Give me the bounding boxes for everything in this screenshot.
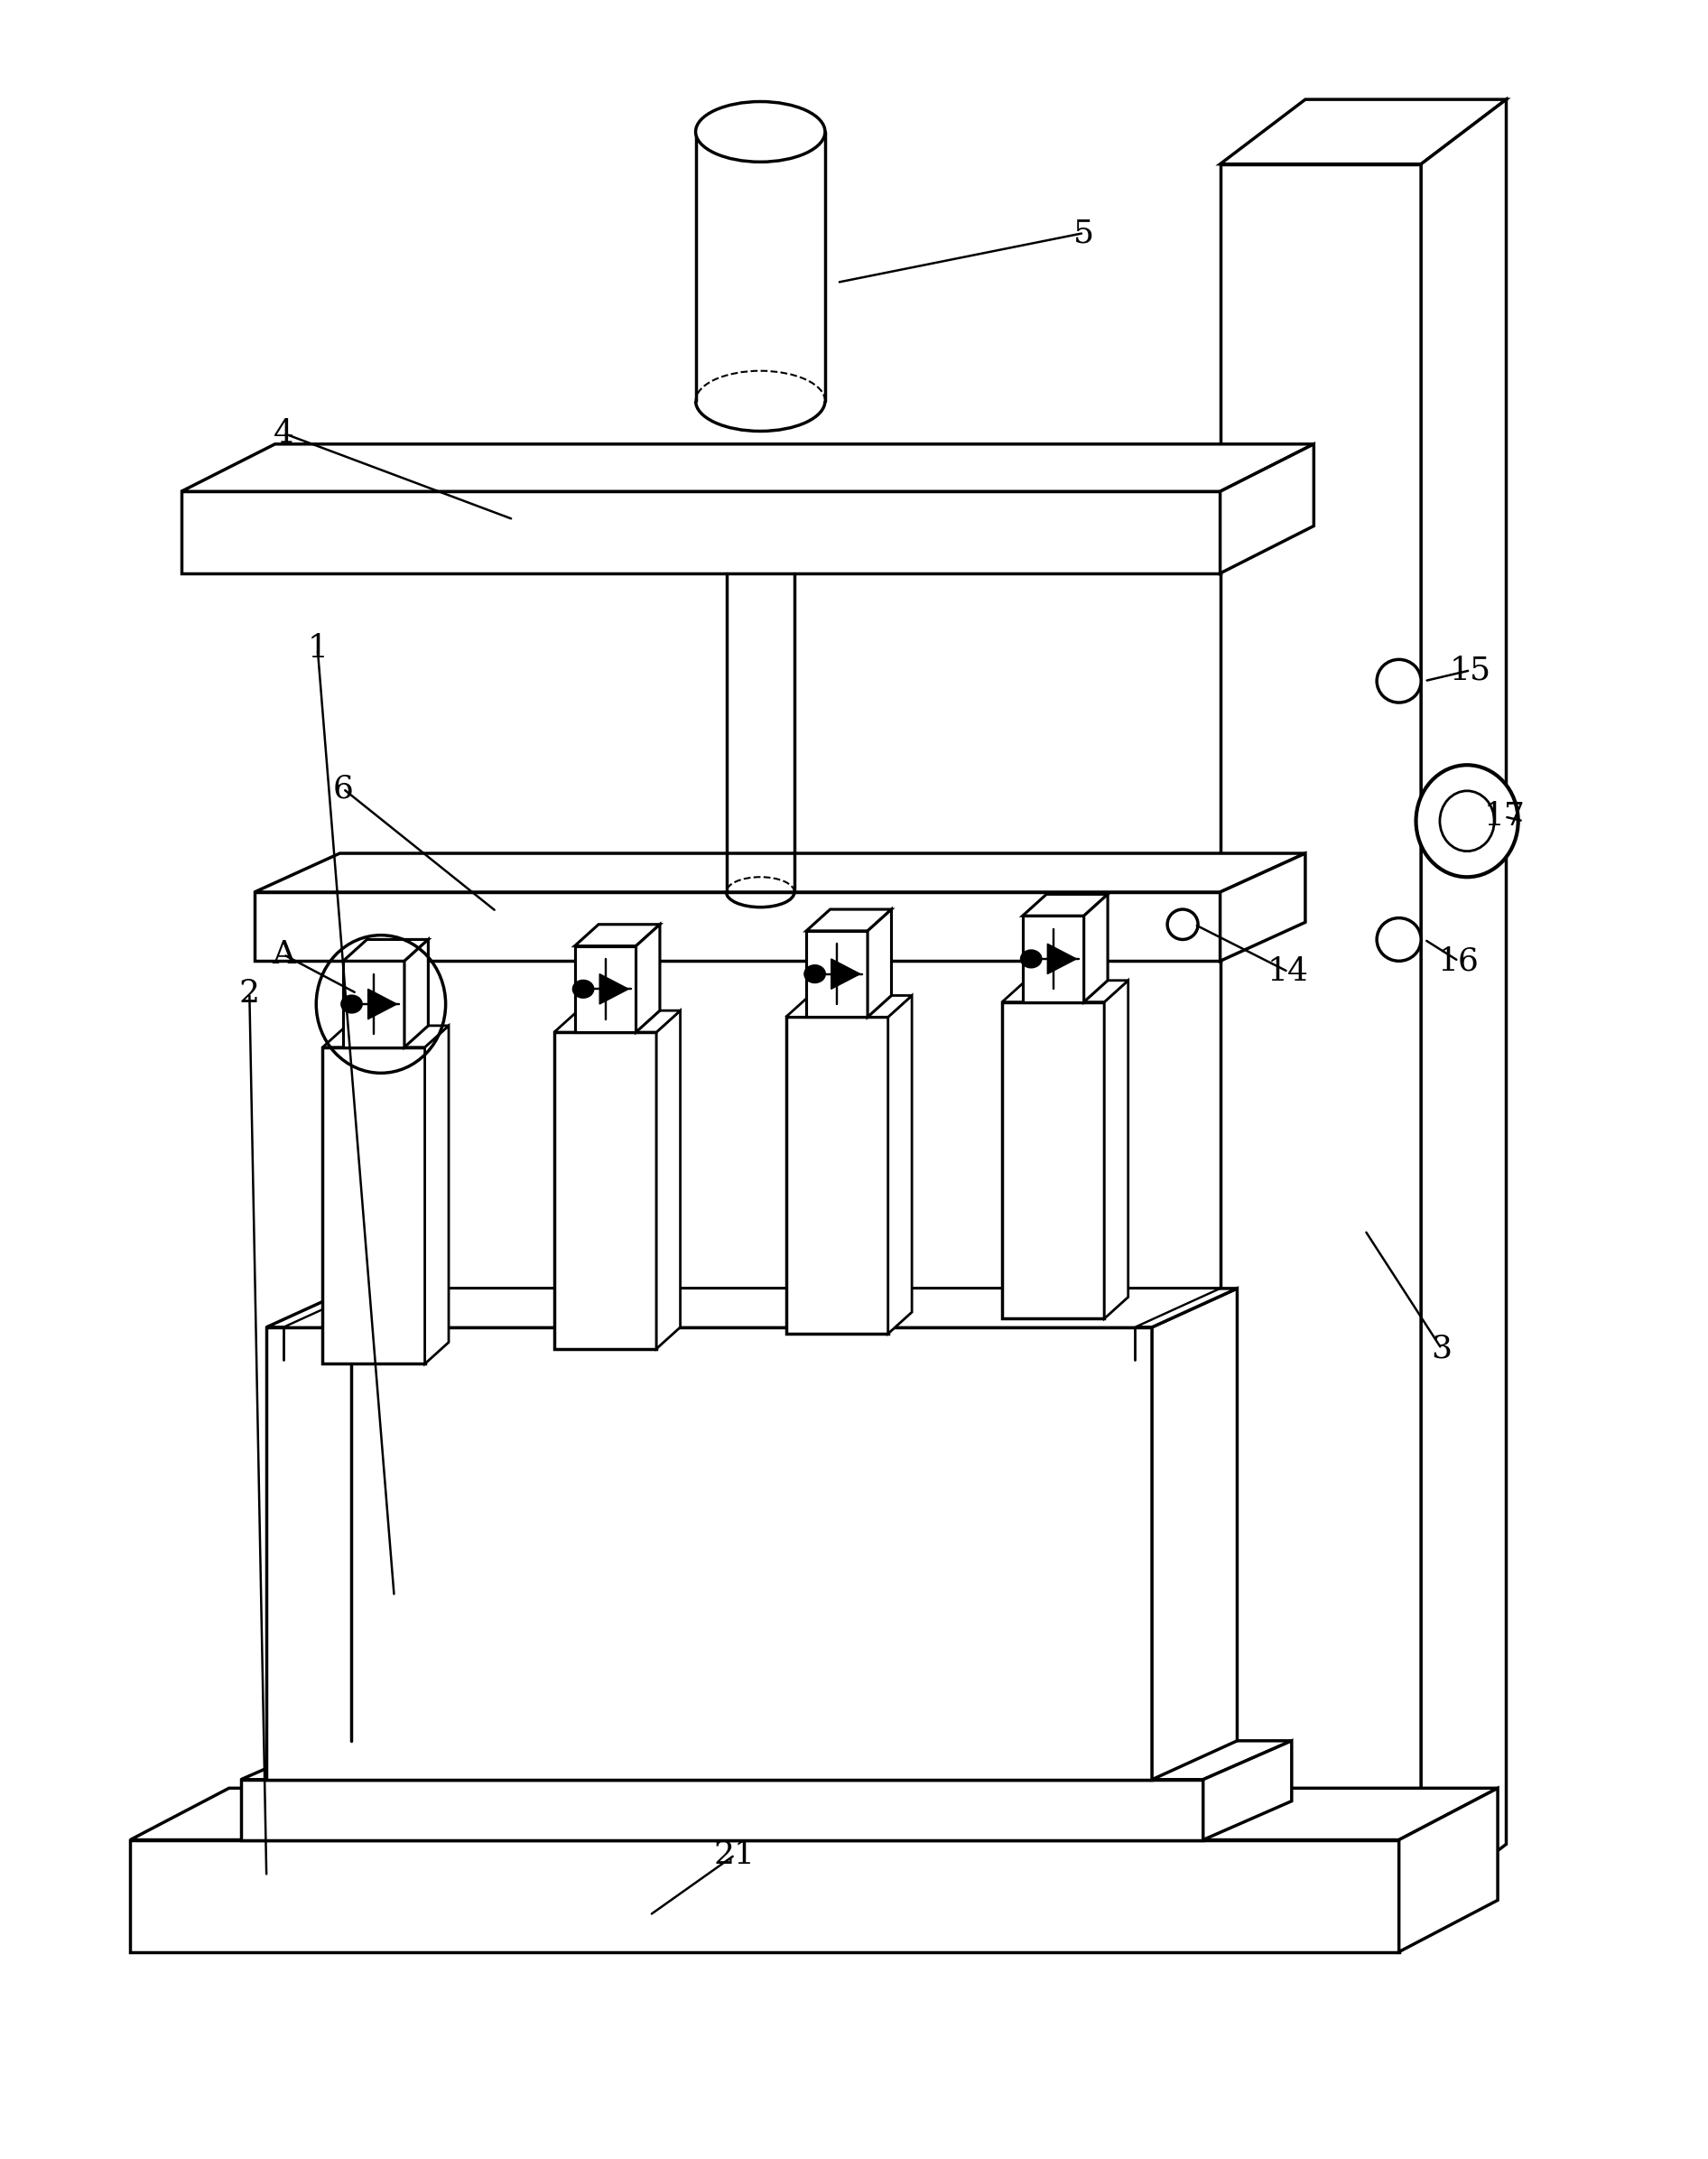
Polygon shape <box>284 1289 1220 1328</box>
Polygon shape <box>254 892 1220 961</box>
Ellipse shape <box>572 980 593 997</box>
Text: 15: 15 <box>1450 654 1491 687</box>
Polygon shape <box>600 974 629 1004</box>
Polygon shape <box>868 909 892 1017</box>
Polygon shape <box>241 1779 1202 1839</box>
Polygon shape <box>1220 99 1506 164</box>
Polygon shape <box>806 909 892 931</box>
Ellipse shape <box>1377 658 1421 702</box>
Polygon shape <box>656 1010 680 1349</box>
Polygon shape <box>130 1839 1399 1952</box>
Polygon shape <box>1105 980 1129 1319</box>
Ellipse shape <box>695 101 825 162</box>
Polygon shape <box>1023 894 1108 915</box>
Polygon shape <box>1202 1740 1291 1839</box>
Polygon shape <box>181 492 1220 574</box>
Polygon shape <box>266 1289 1237 1328</box>
Polygon shape <box>130 1788 1498 1839</box>
Polygon shape <box>1399 1788 1498 1952</box>
Polygon shape <box>343 961 405 1047</box>
Text: 5: 5 <box>1073 218 1095 248</box>
Text: 2: 2 <box>239 978 260 1008</box>
Ellipse shape <box>342 995 362 1013</box>
Polygon shape <box>786 1017 888 1334</box>
Polygon shape <box>1003 1002 1105 1319</box>
Polygon shape <box>555 1010 680 1032</box>
Text: 6: 6 <box>333 773 354 803</box>
Polygon shape <box>555 1032 656 1349</box>
Polygon shape <box>574 946 635 1032</box>
Polygon shape <box>254 853 1305 892</box>
Ellipse shape <box>1021 950 1042 967</box>
Polygon shape <box>425 1026 449 1364</box>
Polygon shape <box>241 1740 1291 1779</box>
Polygon shape <box>806 931 868 1017</box>
Ellipse shape <box>1167 909 1197 939</box>
Text: 4: 4 <box>273 419 294 449</box>
Text: 17: 17 <box>1484 801 1525 831</box>
Ellipse shape <box>1440 790 1494 851</box>
Text: 1: 1 <box>307 633 328 665</box>
Text: 3: 3 <box>1431 1334 1452 1364</box>
Polygon shape <box>888 995 912 1334</box>
Polygon shape <box>832 959 861 989</box>
Ellipse shape <box>1416 764 1518 877</box>
Polygon shape <box>266 1328 1151 1779</box>
Polygon shape <box>1003 980 1129 1002</box>
Ellipse shape <box>1377 918 1421 961</box>
Polygon shape <box>323 1047 425 1364</box>
Polygon shape <box>1047 943 1076 974</box>
Polygon shape <box>181 445 1313 492</box>
Polygon shape <box>1151 1289 1237 1779</box>
Polygon shape <box>1085 894 1108 1002</box>
Ellipse shape <box>804 965 825 982</box>
Polygon shape <box>786 995 912 1017</box>
Polygon shape <box>367 989 396 1019</box>
Polygon shape <box>405 939 429 1047</box>
Text: 14: 14 <box>1267 956 1308 987</box>
Polygon shape <box>323 1026 449 1047</box>
Polygon shape <box>1220 445 1313 574</box>
Polygon shape <box>343 939 429 961</box>
Polygon shape <box>635 924 659 1032</box>
Polygon shape <box>1220 853 1305 961</box>
Polygon shape <box>1220 164 1421 1909</box>
Text: A: A <box>272 939 295 969</box>
Text: 21: 21 <box>714 1839 755 1870</box>
Text: 16: 16 <box>1438 946 1479 976</box>
Polygon shape <box>1023 915 1085 1002</box>
Polygon shape <box>574 924 659 946</box>
Polygon shape <box>1421 99 1506 1909</box>
